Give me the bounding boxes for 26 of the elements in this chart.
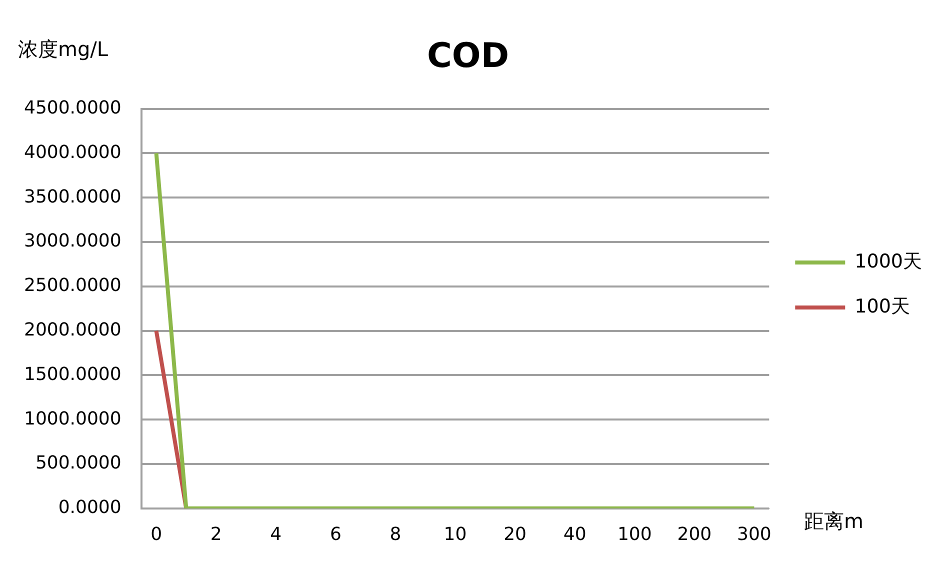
- legend-label: 100天: [854, 295, 910, 318]
- x-tick-label: 2: [210, 524, 222, 545]
- y-tick-label: 1500.0000: [24, 364, 122, 385]
- x-tick-label: 8: [390, 524, 402, 545]
- chart-title: COD: [426, 36, 510, 76]
- y-tick-label: 1000.0000: [24, 408, 122, 430]
- y-tick-label: 4500.0000: [24, 97, 122, 118]
- x-tick-label: 6: [330, 524, 342, 545]
- y-tick-label: 4000.0000: [24, 142, 122, 163]
- y-tick-label: 2500.0000: [24, 275, 122, 296]
- y-tick-label: 2000.0000: [24, 319, 122, 340]
- x-tick-label: 0: [150, 524, 162, 545]
- y-tick-label: 0.0000: [58, 497, 122, 518]
- x-tick-label: 4: [270, 524, 282, 545]
- y-tick-label: 500.0000: [35, 452, 122, 474]
- x-tick-label: 10: [444, 524, 467, 545]
- x-tick-label: 100: [617, 524, 652, 545]
- legend-label: 1000天: [854, 250, 922, 272]
- x-tick-label: 40: [563, 524, 586, 545]
- x-tick-label: 200: [677, 524, 712, 545]
- y-tick-label: 3000.0000: [24, 230, 122, 252]
- x-tick-label: 20: [504, 524, 526, 545]
- y-axis-title: 浓度mg/L: [18, 36, 108, 63]
- y-tick-label: 3500.0000: [24, 186, 122, 208]
- x-axis-title: 距离m: [804, 508, 864, 535]
- x-tick-label: 300: [737, 524, 772, 545]
